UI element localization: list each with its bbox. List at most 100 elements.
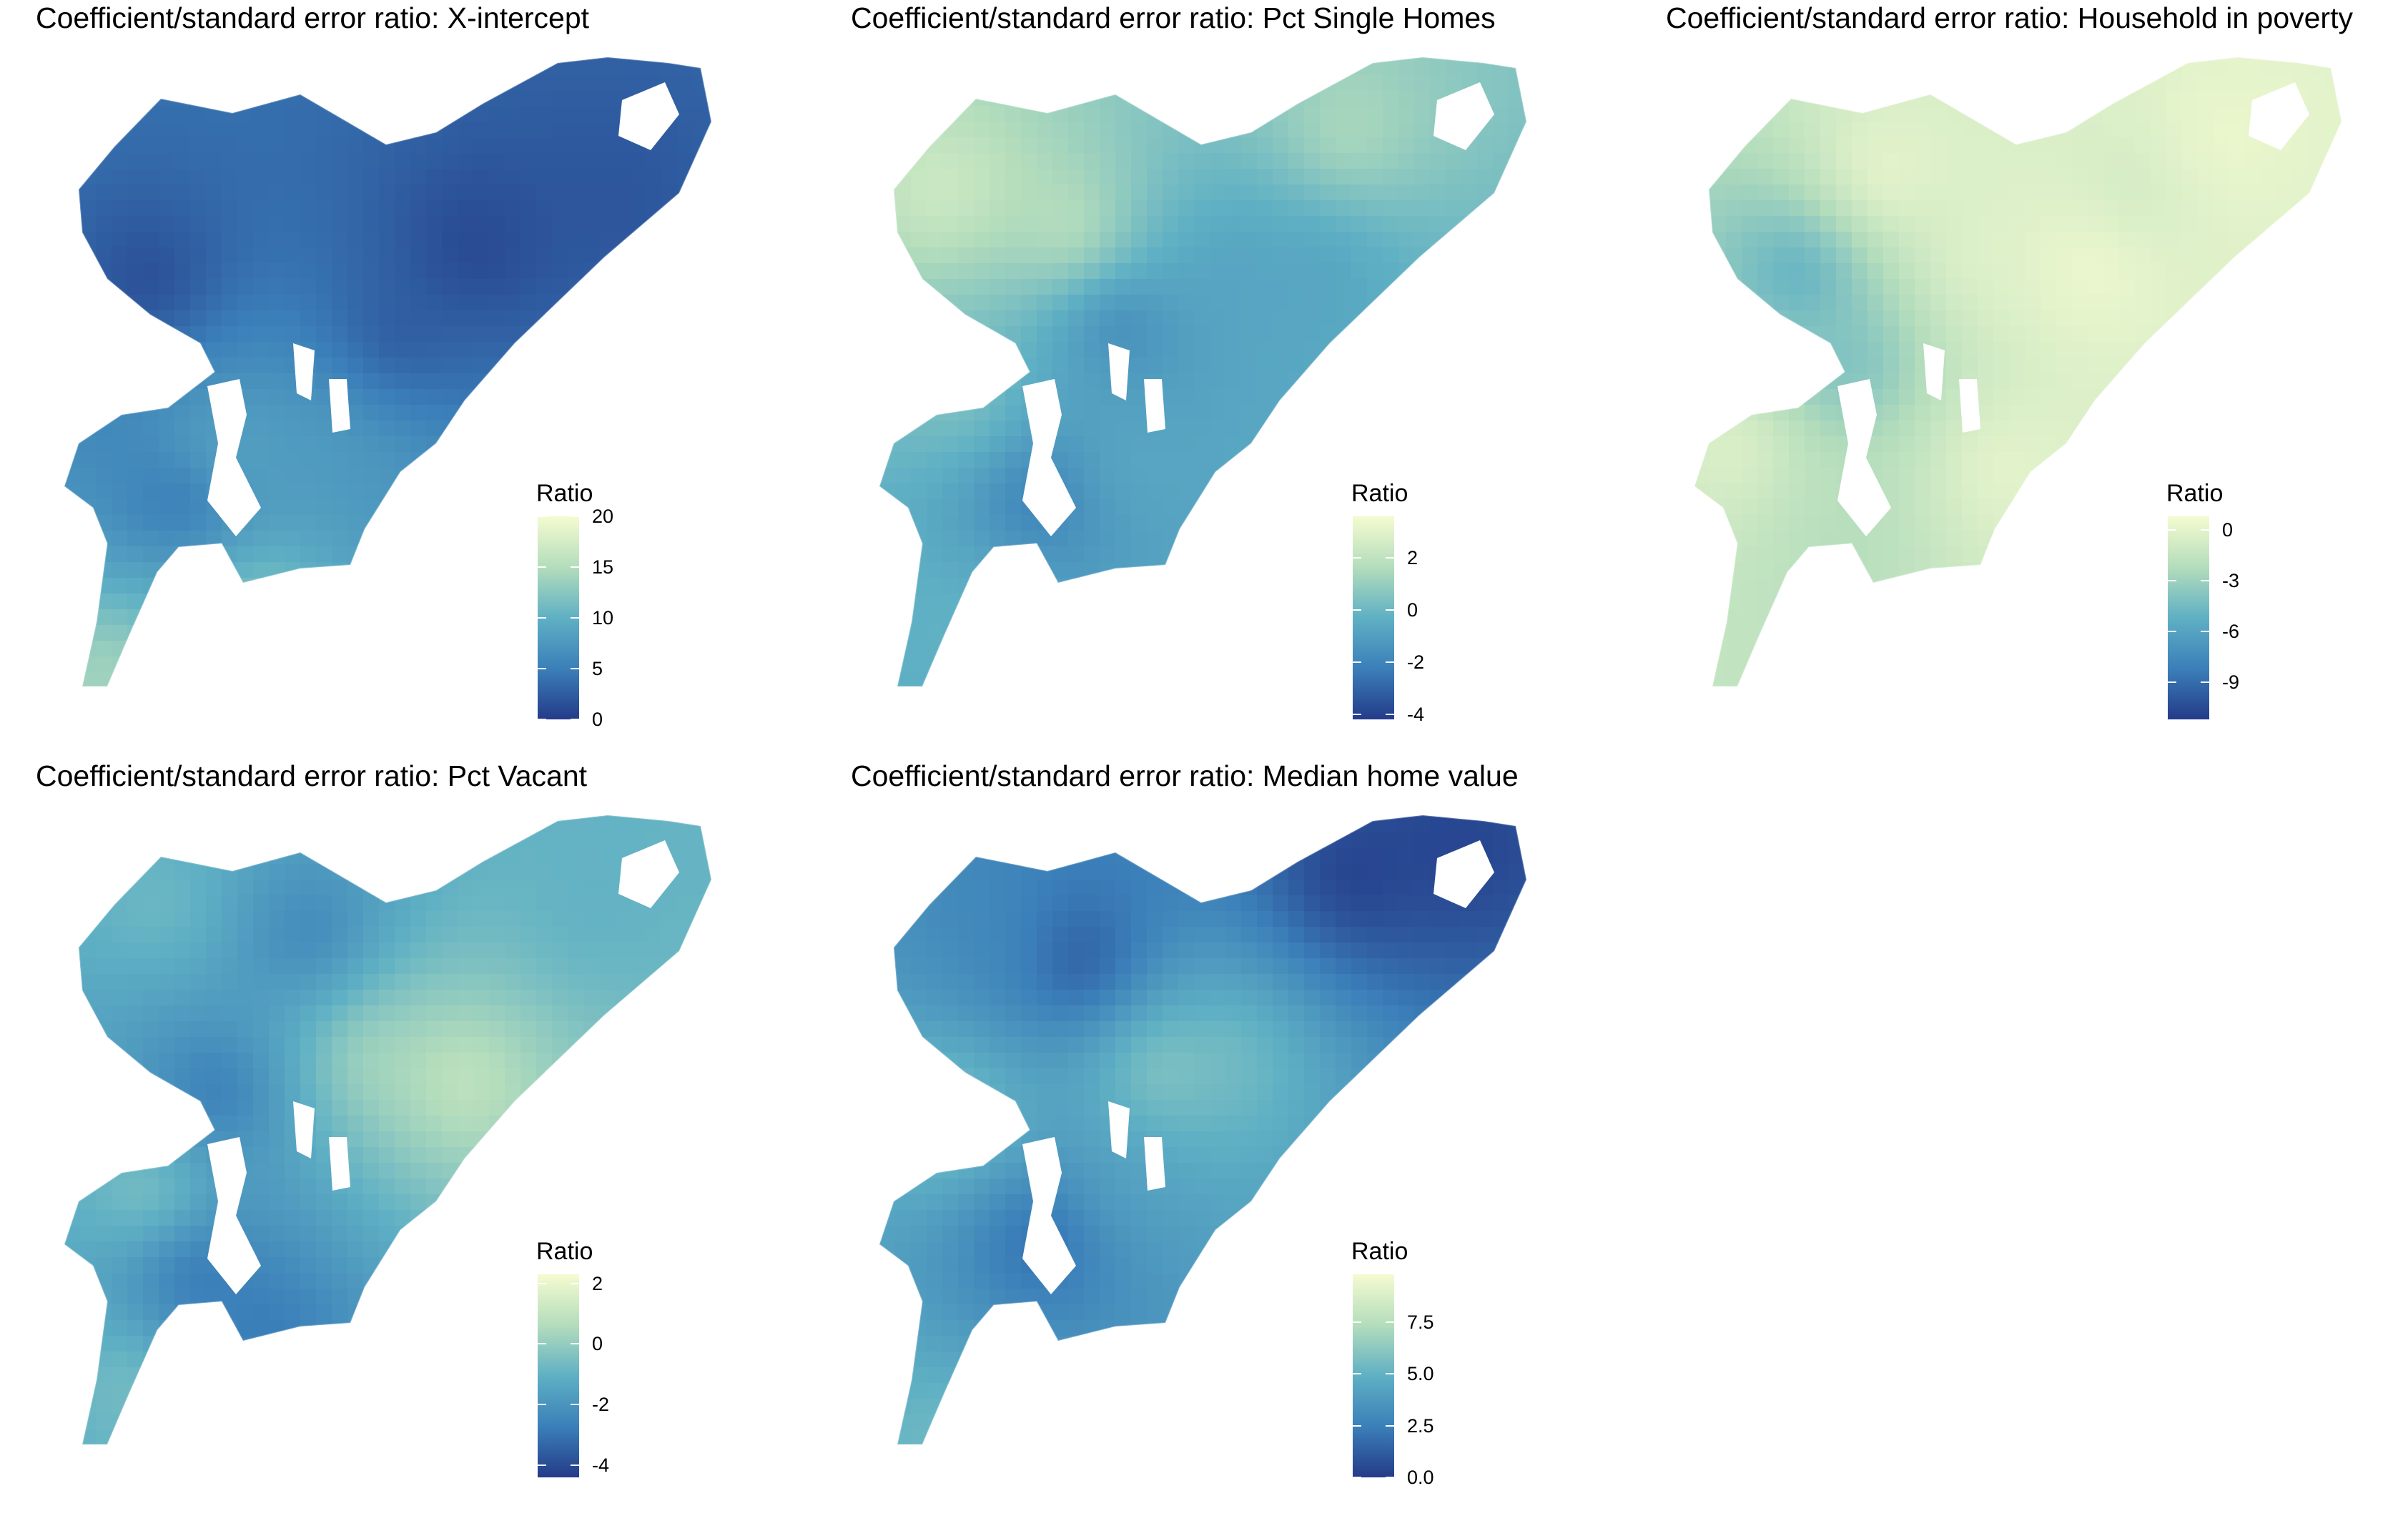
census-tract bbox=[895, 436, 912, 453]
census-tract bbox=[1351, 184, 1368, 201]
census-tract bbox=[2041, 499, 2057, 516]
census-tract bbox=[458, 279, 474, 295]
census-tract bbox=[473, 483, 490, 500]
census-tract bbox=[1351, 358, 1368, 374]
census-tract bbox=[1115, 247, 1132, 264]
census-tract bbox=[253, 672, 270, 686]
census-tract bbox=[1131, 295, 1148, 311]
census-tract bbox=[363, 232, 380, 248]
census-tract bbox=[1899, 169, 1915, 185]
census-tract bbox=[2119, 295, 2136, 311]
census-tract bbox=[1147, 562, 1163, 579]
census-tract bbox=[1037, 279, 1053, 295]
census-tract bbox=[112, 200, 128, 217]
census-tract bbox=[80, 358, 97, 374]
census-tract bbox=[1241, 641, 1258, 657]
census-tract bbox=[1493, 342, 1509, 358]
census-tract bbox=[895, 216, 912, 232]
census-tract bbox=[190, 169, 207, 185]
census-tract bbox=[1336, 216, 1352, 232]
census-tract bbox=[2292, 405, 2309, 421]
census-tract bbox=[1288, 704, 1305, 720]
census-tract bbox=[473, 704, 490, 720]
census-tract bbox=[631, 247, 647, 264]
census-tract bbox=[1367, 153, 1383, 169]
census-tract bbox=[1021, 531, 1037, 547]
census-tract bbox=[2339, 295, 2342, 311]
census-tract bbox=[990, 641, 1006, 657]
census-tract bbox=[1726, 216, 1742, 232]
census-tract bbox=[112, 342, 128, 358]
census-tract bbox=[332, 263, 348, 280]
census-tract bbox=[2025, 358, 2041, 374]
census-tract bbox=[1194, 247, 1210, 264]
census-tract bbox=[1147, 295, 1163, 311]
census-tract bbox=[1052, 594, 1069, 610]
census-tract bbox=[1509, 310, 1525, 327]
census-tract bbox=[631, 310, 647, 327]
census-tract bbox=[2025, 389, 2041, 405]
census-tract bbox=[662, 263, 679, 280]
census-tract bbox=[1225, 704, 1242, 720]
census-tract bbox=[2025, 483, 2041, 500]
census-tract bbox=[1241, 468, 1258, 484]
census-tract bbox=[80, 184, 97, 201]
census-tract bbox=[347, 578, 364, 594]
census-tract bbox=[206, 232, 222, 248]
census-tract bbox=[2214, 232, 2230, 248]
census-tract bbox=[911, 200, 927, 217]
census-tract bbox=[64, 326, 81, 343]
census-tract bbox=[2009, 74, 2025, 91]
census-tract bbox=[1899, 468, 1915, 484]
census-tract bbox=[2135, 184, 2151, 201]
census-tract bbox=[410, 137, 427, 154]
census-tract bbox=[1147, 594, 1163, 610]
census-tract bbox=[1052, 641, 1069, 657]
census-tract bbox=[1288, 358, 1305, 374]
census-tract bbox=[895, 263, 912, 280]
census-tract bbox=[1524, 184, 1526, 201]
census-tract bbox=[958, 594, 974, 610]
census-tract bbox=[80, 216, 97, 232]
census-tract bbox=[237, 594, 254, 610]
census-tract bbox=[1867, 122, 1884, 138]
census-tract bbox=[1524, 342, 1526, 358]
census-tract bbox=[2151, 342, 2167, 358]
census-tract bbox=[442, 641, 458, 657]
census-tract bbox=[1461, 358, 1478, 374]
census-tract bbox=[1147, 263, 1163, 280]
census-tract bbox=[536, 436, 553, 453]
census-tract bbox=[631, 358, 647, 374]
census-tract bbox=[442, 468, 458, 484]
census-tract bbox=[442, 719, 458, 729]
census-tract bbox=[974, 468, 990, 484]
census-tract bbox=[911, 232, 927, 248]
census-tract bbox=[410, 200, 427, 217]
census-tract bbox=[300, 546, 317, 563]
census-tract bbox=[127, 232, 144, 248]
census-tract bbox=[143, 389, 159, 405]
census-tract bbox=[2009, 373, 2025, 390]
census-tract bbox=[1163, 90, 1179, 107]
census-tract bbox=[1805, 452, 1821, 468]
census-tract bbox=[2245, 342, 2261, 358]
census-tract bbox=[1052, 656, 1069, 673]
census-tract bbox=[631, 232, 647, 248]
census-tract bbox=[1883, 295, 1900, 311]
census-tract bbox=[895, 688, 912, 704]
census-tract bbox=[80, 122, 97, 138]
census-tract bbox=[1163, 688, 1179, 704]
census-tract bbox=[473, 279, 490, 295]
census-tract bbox=[1194, 546, 1210, 563]
census-tract bbox=[505, 200, 521, 217]
census-tract bbox=[1336, 326, 1352, 343]
census-tract bbox=[1710, 452, 1727, 468]
census-tract bbox=[1694, 420, 1711, 437]
census-tract bbox=[1084, 310, 1100, 327]
census-tract bbox=[1115, 688, 1132, 704]
census-tract bbox=[1493, 310, 1509, 327]
census-tract bbox=[159, 420, 175, 437]
census-tract bbox=[300, 232, 317, 248]
census-tract bbox=[1005, 295, 1022, 311]
census-tract bbox=[599, 106, 616, 122]
